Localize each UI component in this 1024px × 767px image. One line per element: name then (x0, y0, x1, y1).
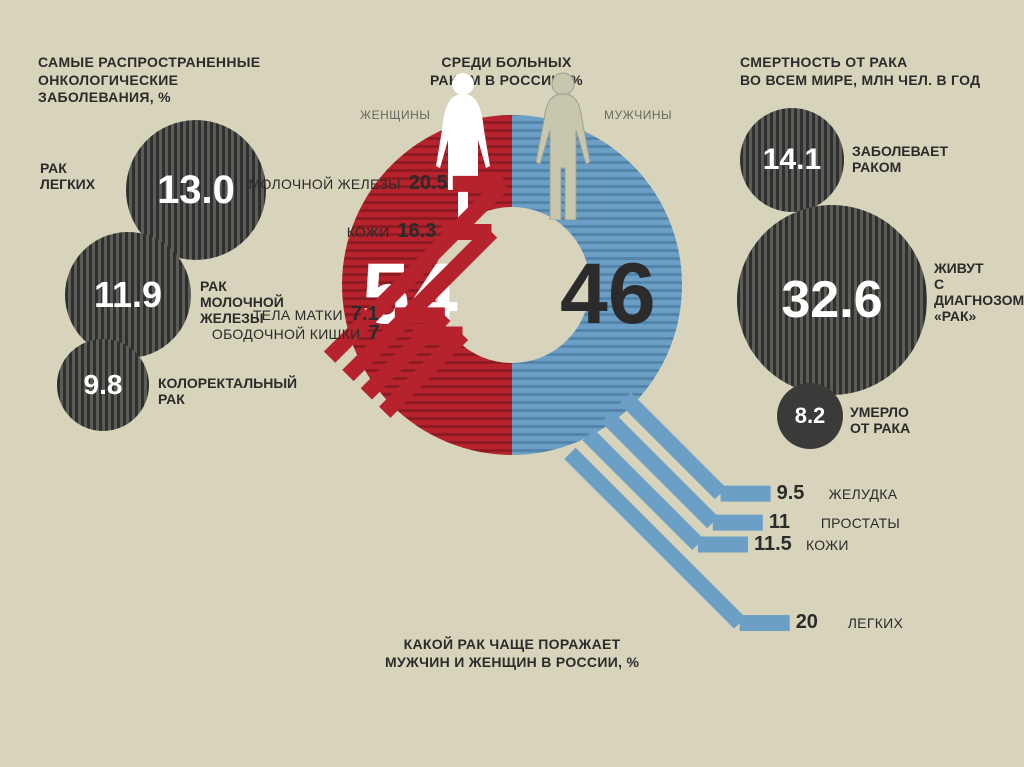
bar-value: 16.3 (397, 220, 436, 243)
bar-label: ЛЕГКИХ (848, 615, 903, 631)
bubble-label: КОЛОРЕКТАЛЬНЫЙ РАК (158, 375, 297, 407)
bar-label: КОЖИ (806, 537, 849, 553)
bar-value: 11.5 (754, 533, 792, 556)
title-left: САМЫЕ РАСПРОСТРАНЕННЫЕ ОНКОЛОГИЧЕСКИЕ ЗА… (38, 54, 260, 107)
male-silhouette (528, 70, 598, 220)
donut-male-value: 46 (560, 245, 656, 344)
bubble: 9.8 (57, 339, 149, 431)
bar-label: ТЕЛА МАТКИ (253, 307, 343, 323)
bar-value: 9.5 (777, 482, 805, 505)
bar-label: КОЖИ (347, 224, 390, 240)
bar-label: ОБОДОЧНОЙ КИШКИ (212, 326, 361, 342)
female-silhouette (428, 70, 498, 220)
label-male: МУЖЧИНЫ (604, 108, 672, 122)
bubble: 14.1 (740, 108, 844, 212)
label-female: ЖЕНЩИНЫ (360, 108, 430, 122)
bar-value: 20 (796, 611, 818, 634)
bar-value: 11 (769, 511, 790, 534)
bubble-label: ЖИВУТ С ДИАГНОЗОМ «РАК» (934, 260, 1024, 324)
title-bottom: КАКОЙ РАК ЧАЩЕ ПОРАЖАЕТ МУЖЧИН И ЖЕНЩИН … (385, 635, 639, 671)
bar-label: МОЛОЧНОЙ ЖЕЛЕЗЫ (249, 176, 401, 192)
bubble: 11.9 (65, 232, 191, 358)
bubble: 32.6 (737, 205, 927, 395)
bubble: 8.2 (777, 383, 843, 449)
title-right: СМЕРТНОСТЬ ОТ РАКА ВО ВСЕМ МИРЕ, МЛН ЧЕЛ… (740, 54, 980, 89)
bar-label: ПРОСТАТЫ (821, 515, 900, 531)
bubble-label: ЗАБОЛЕВАЕТ РАКОМ (852, 143, 948, 175)
bar-value: 20.5 (409, 172, 448, 195)
bubble-label: РАК ЛЕГКИХ (40, 160, 95, 192)
bar-label: ЖЕЛУДКА (829, 486, 898, 502)
bar-value: 7.1 (351, 303, 379, 326)
bubble-label: УМЕРЛО ОТ РАКА (850, 404, 910, 436)
